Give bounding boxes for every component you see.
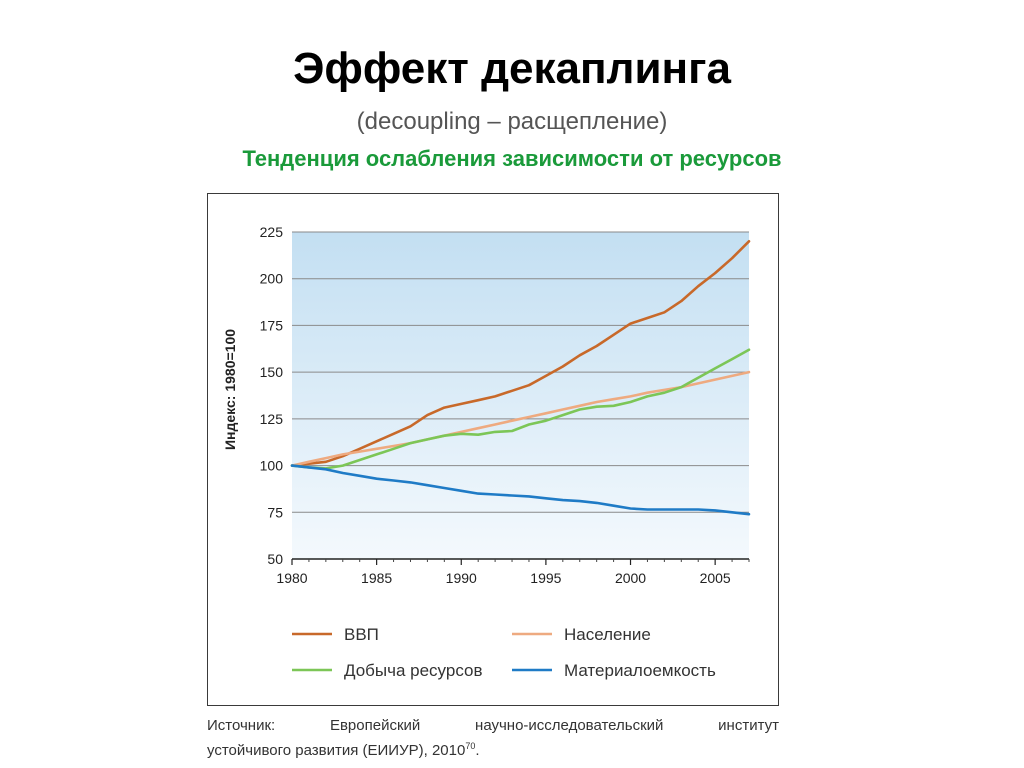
slide-tagline: Тенденция ослабления зависимости от ресу… — [242, 146, 782, 171]
legend: ВВП Население Добыча ресурсов Материалоемко… — [292, 625, 716, 680]
source-line-2: устойчивого развития (ЕИИУР), 201070. — [207, 736, 779, 761]
legend-label: Население — [564, 625, 651, 644]
legend-label: ВВП — [344, 625, 379, 644]
source-text: устойчивого развития (ЕИИУР), 2010 — [207, 742, 466, 759]
source-word: Европейский — [329, 717, 421, 734]
chart-frame: 50 75 100 125 150 175 200 225 1980 1985 1990 1995 20… — [207, 193, 779, 706]
y-tick-label: 125 — [260, 411, 284, 427]
series-group — [290, 240, 751, 516]
plot-area — [292, 232, 749, 559]
y-tick-label: 100 — [260, 458, 284, 474]
legend-label: Добыча ресурсов — [344, 661, 483, 680]
source-word: институт — [718, 717, 779, 734]
legend-label: Материалоемкость — [564, 661, 716, 680]
y-axis-title: Индекс: 1980=100 — [222, 329, 238, 450]
series-line — [290, 240, 751, 467]
axes — [291, 558, 750, 565]
source-end: . — [475, 742, 480, 759]
source-note: Источник: Европейский научно-исследовате… — [207, 716, 779, 761]
slide-subtitle: (decoupling – расщепление) — [356, 108, 668, 135]
x-tick-label: 2000 — [615, 570, 646, 586]
x-tick-label: 1995 — [530, 570, 561, 586]
x-tick-label: 2005 — [700, 570, 731, 586]
source-word: научно-исследовательский — [475, 717, 664, 734]
tick-labels: 50 75 100 125 150 175 200 225 1980 1985 1990 1995 20… — [260, 224, 731, 586]
series-line — [290, 348, 751, 470]
series-line — [290, 370, 751, 467]
source-line-1: Источник: Европейский научно-исследовате… — [207, 716, 779, 736]
series-line — [290, 464, 751, 516]
x-tick-label: 1990 — [446, 570, 477, 586]
line-chart: 50 75 100 125 150 175 200 225 1980 1985 1990 1995 20… — [222, 224, 751, 680]
x-tick-label: 1985 — [361, 570, 392, 586]
source-footnote: 70 — [465, 741, 476, 751]
y-tick-label: 150 — [260, 364, 284, 380]
source-word: Источник: — [207, 717, 276, 734]
x-tick-label: 1980 — [276, 570, 307, 586]
y-tick-label: 75 — [267, 504, 283, 520]
slide-title: Эффект декаплинга — [293, 44, 731, 93]
y-tick-label: 175 — [260, 317, 284, 333]
y-tick-label: 200 — [260, 271, 284, 287]
y-tick-label: 50 — [267, 551, 283, 567]
y-tick-label: 225 — [260, 224, 284, 240]
